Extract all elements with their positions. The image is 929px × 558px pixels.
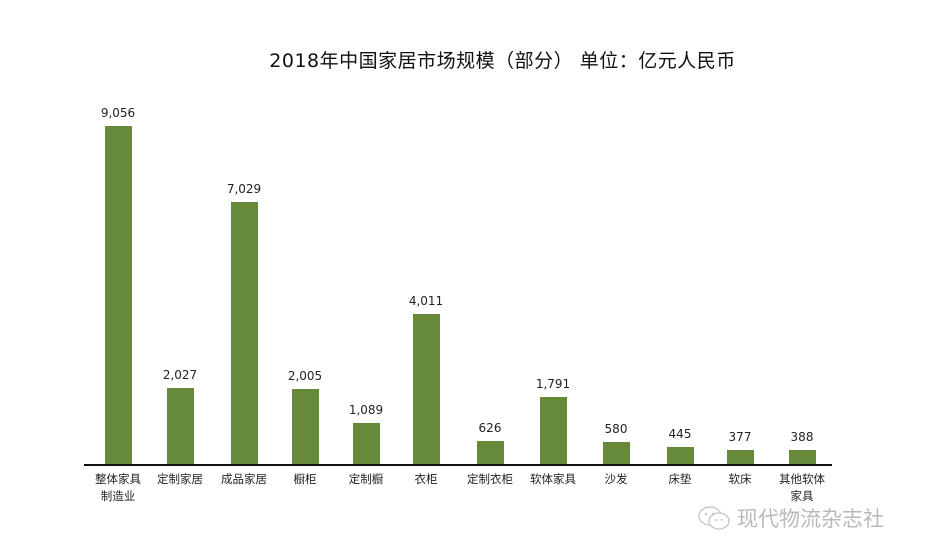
category-label: 定制衣柜 xyxy=(467,472,513,486)
value-label: 445 xyxy=(668,427,692,441)
category-label: 其他软体 家具 xyxy=(779,472,825,503)
category-label: 成品家居 xyxy=(221,472,267,486)
bar xyxy=(788,450,816,464)
watermark-text: 现代物流杂志社 xyxy=(737,507,884,531)
category-label: 沙发 xyxy=(604,472,628,486)
chart-title: 2018年中国家居市场规模（部分） 单位：亿元人民币 xyxy=(0,46,929,73)
chart-title-text: 2018年中国家居市场规模（部分） 单位：亿元人民币 xyxy=(269,50,736,72)
category-label: 软体家具 xyxy=(530,472,576,486)
bar xyxy=(412,314,440,464)
bar xyxy=(666,447,694,464)
value-label: 7,029 xyxy=(226,182,262,196)
value-label: 626 xyxy=(478,421,502,435)
bar xyxy=(104,126,132,464)
bar xyxy=(539,397,567,464)
category-label: 衣柜 xyxy=(414,472,438,486)
category-label: 整体家具 制造业 xyxy=(95,472,141,503)
bar xyxy=(352,423,380,464)
value-label: 9,056 xyxy=(100,106,136,120)
value-label: 2,027 xyxy=(162,368,198,382)
watermark: 现代物流杂志社 xyxy=(697,503,884,533)
value-label: 580 xyxy=(604,422,628,436)
category-label: 定制家居 xyxy=(157,472,203,486)
bar xyxy=(602,442,630,464)
value-label: 2,005 xyxy=(287,369,323,383)
bar xyxy=(230,202,258,464)
category-label: 橱柜 xyxy=(293,472,317,486)
bar xyxy=(726,450,754,464)
value-label: 377 xyxy=(728,430,752,444)
value-label: 388 xyxy=(790,430,814,444)
value-label: 4,011 xyxy=(408,294,444,308)
category-label: 软床 xyxy=(728,472,752,486)
x-axis-line xyxy=(84,464,832,466)
bar xyxy=(476,441,504,464)
value-label: 1,791 xyxy=(535,377,571,391)
category-label: 定制橱 xyxy=(348,472,384,486)
bar xyxy=(291,389,319,464)
bar xyxy=(166,388,194,464)
value-label: 1,089 xyxy=(348,403,384,417)
category-label: 床垫 xyxy=(668,472,692,486)
wechat-icon xyxy=(698,506,730,530)
